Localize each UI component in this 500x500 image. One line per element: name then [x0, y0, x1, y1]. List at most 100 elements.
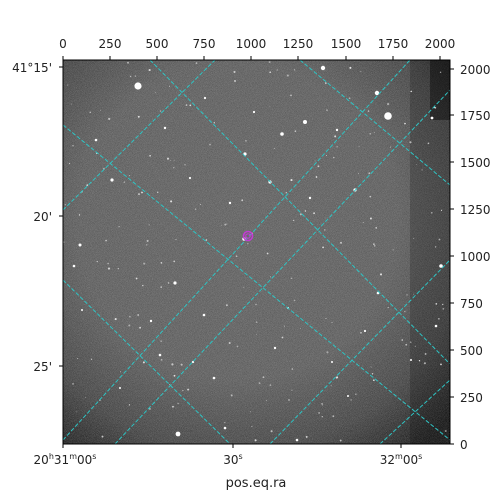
faint-star [281, 336, 284, 339]
faint-star [78, 214, 81, 216]
star [374, 90, 380, 96]
faint-star [205, 239, 208, 241]
faint-star [348, 97, 351, 100]
faint-star [137, 314, 140, 316]
star [347, 395, 349, 397]
faint-star [225, 304, 228, 307]
star [303, 120, 307, 124]
faint-star [269, 71, 271, 73]
faint-star [315, 176, 318, 178]
faint-star [370, 366, 372, 368]
grid-line [63, 279, 231, 444]
faint-star [404, 310, 406, 313]
faint-star [387, 307, 389, 309]
faint-star [413, 237, 415, 239]
faint-star [233, 70, 236, 74]
faint-star [137, 115, 140, 118]
star [331, 361, 333, 363]
faint-star [128, 324, 131, 327]
star [134, 82, 142, 90]
tick-label: 250 [460, 391, 483, 405]
star [81, 309, 83, 311]
tick-label: 1250 [460, 203, 491, 217]
star [228, 201, 232, 205]
faint-star [233, 79, 237, 83]
tick-label: 2000 [460, 63, 491, 77]
faint-star [173, 260, 176, 263]
star [410, 359, 412, 361]
grid-line [63, 60, 411, 441]
faint-star [331, 321, 333, 324]
faint-star [160, 262, 163, 264]
faint-star [155, 91, 156, 93]
star [191, 360, 195, 364]
faint-star [387, 103, 390, 106]
faint-star [184, 164, 186, 166]
faint-star [270, 430, 273, 433]
faint-star [321, 404, 323, 406]
faint-star [251, 425, 253, 427]
faint-star [339, 439, 342, 442]
faint-star [228, 342, 231, 344]
faint-star [401, 339, 403, 341]
faint-star [230, 394, 233, 397]
faint-star [189, 104, 192, 107]
faint-star [139, 326, 142, 329]
faint-star [291, 368, 294, 370]
faint-star [340, 241, 342, 244]
star [94, 138, 98, 142]
faint-star [332, 415, 335, 418]
tick-label: 1750 [460, 109, 491, 123]
faint-star [326, 109, 328, 111]
faint-star [290, 94, 292, 97]
star [72, 264, 76, 268]
faint-star [169, 384, 171, 385]
faint-star [143, 262, 146, 265]
star [363, 329, 367, 333]
faint-star [290, 179, 293, 182]
faint-star [173, 159, 175, 161]
grid-line [63, 60, 216, 211]
faint-star [326, 351, 329, 354]
faint-star [220, 224, 222, 226]
faint-star [168, 85, 170, 87]
faint-star [392, 249, 394, 251]
tick-label: 500 [146, 37, 169, 51]
faint-star [438, 318, 440, 320]
faint-star [146, 239, 149, 242]
faint-star [70, 103, 72, 105]
star [175, 431, 181, 437]
faint-star [185, 104, 188, 106]
faint-star [324, 82, 327, 84]
faint-star [438, 238, 441, 241]
star [202, 313, 206, 317]
faint-star [389, 146, 391, 148]
faint-star [224, 421, 226, 424]
faint-star [276, 69, 278, 71]
faint-star [440, 363, 442, 366]
faint-star [372, 379, 375, 382]
faint-star [68, 162, 71, 165]
faint-star [149, 154, 151, 157]
faint-star [241, 199, 244, 202]
faint-star [270, 276, 271, 278]
star [158, 353, 162, 357]
faint-star [101, 435, 104, 438]
star [110, 178, 114, 182]
faint-star [371, 373, 374, 375]
faint-star [373, 243, 375, 245]
grid-line [114, 89, 450, 444]
star [212, 376, 216, 380]
faint-star [375, 227, 378, 229]
tick-label: 0 [460, 438, 468, 452]
faint-star [114, 318, 117, 321]
faint-star [336, 376, 339, 379]
faint-star [148, 69, 151, 72]
faint-star [350, 399, 352, 401]
star [173, 281, 177, 285]
star [163, 126, 167, 130]
faint-star [299, 328, 301, 330]
faint-star [304, 210, 307, 212]
star [335, 128, 339, 132]
tick-label: 750 [193, 37, 216, 51]
